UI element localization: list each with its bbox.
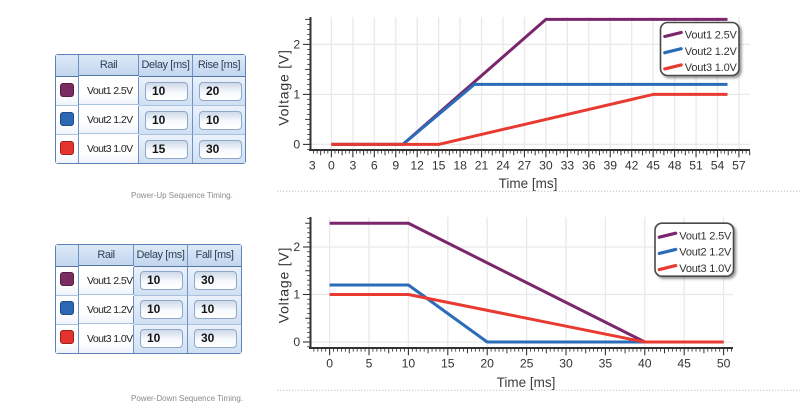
- svg-text:30: 30: [559, 356, 573, 370]
- svg-text:15: 15: [432, 158, 446, 172]
- svg-text:Power-Down Sequence Timing.: Power-Down Sequence Timing.: [131, 394, 243, 403]
- svg-text:Vout1 2.5V: Vout1 2.5V: [679, 230, 732, 242]
- svg-text:0: 0: [293, 335, 300, 349]
- svg-text:Voltage [V]: Voltage [V]: [276, 247, 292, 324]
- svg-text:5: 5: [366, 356, 373, 370]
- svg-text:33: 33: [561, 158, 575, 172]
- svg-text:2: 2: [293, 38, 300, 52]
- svg-text:9: 9: [392, 158, 399, 172]
- svg-text:1: 1: [293, 88, 300, 102]
- svg-text:24: 24: [496, 158, 510, 172]
- svg-text:45: 45: [646, 158, 660, 172]
- svg-text:20: 20: [480, 356, 494, 370]
- svg-text:Power-Up Sequence Timing.: Power-Up Sequence Timing.: [131, 191, 233, 200]
- svg-text:42: 42: [625, 158, 639, 172]
- svg-text:0: 0: [326, 356, 333, 370]
- svg-text:36: 36: [582, 158, 596, 172]
- svg-text:2: 2: [293, 240, 300, 254]
- svg-text:50: 50: [717, 356, 731, 370]
- svg-text:57: 57: [732, 158, 746, 172]
- svg-text:51: 51: [689, 158, 703, 172]
- svg-text:27: 27: [518, 158, 532, 172]
- svg-text:12: 12: [410, 158, 424, 172]
- svg-text:30: 30: [539, 158, 553, 172]
- svg-text:Time [ms]: Time [ms]: [497, 375, 556, 390]
- svg-text:40: 40: [638, 356, 652, 370]
- svg-text:Voltage [V]: Voltage [V]: [276, 49, 292, 126]
- svg-text:3: 3: [349, 158, 356, 172]
- svg-text:Time [ms]: Time [ms]: [499, 176, 558, 191]
- svg-text:Vout3 1.0V: Vout3 1.0V: [685, 62, 738, 74]
- svg-text:1: 1: [293, 288, 300, 302]
- svg-text:45: 45: [677, 356, 691, 370]
- svg-text:Vout3 1.0V: Vout3 1.0V: [679, 263, 732, 275]
- svg-text:0: 0: [293, 138, 300, 152]
- svg-text:10: 10: [402, 356, 416, 370]
- svg-text:Vout2 1.2V: Vout2 1.2V: [679, 247, 732, 259]
- svg-text:0: 0: [328, 158, 335, 172]
- svg-text:21: 21: [475, 158, 489, 172]
- svg-text:25: 25: [520, 356, 534, 370]
- svg-text:48: 48: [668, 158, 682, 172]
- svg-text:Vout2 1.2V: Vout2 1.2V: [685, 46, 738, 58]
- svg-text:35: 35: [599, 356, 613, 370]
- svg-text:Vout1 2.5V: Vout1 2.5V: [685, 30, 738, 42]
- svg-text:54: 54: [711, 158, 725, 172]
- svg-text:39: 39: [603, 158, 617, 172]
- svg-text:3: 3: [309, 158, 316, 172]
- svg-text:6: 6: [371, 158, 378, 172]
- svg-text:18: 18: [453, 158, 467, 172]
- svg-text:15: 15: [441, 356, 455, 370]
